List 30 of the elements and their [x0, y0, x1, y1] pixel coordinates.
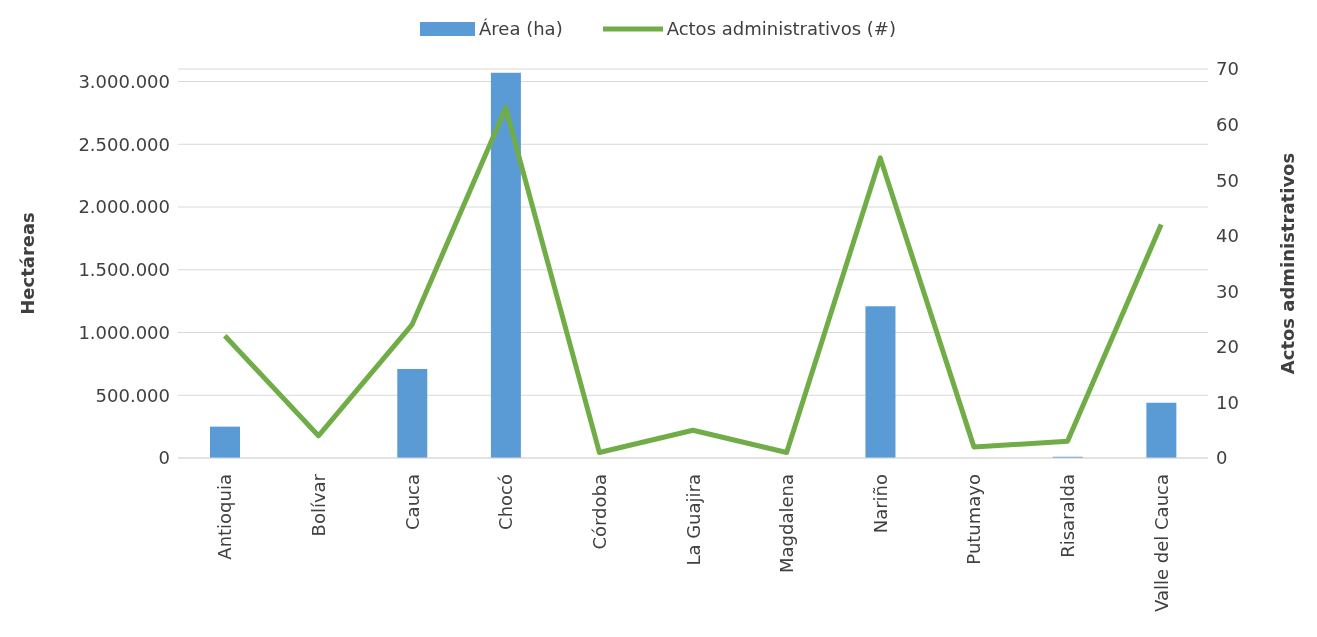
y2-tick-label: 50: [1216, 169, 1239, 191]
y2-tick-label: 0: [1216, 447, 1228, 469]
x-tick-label: Antioquia: [214, 474, 236, 560]
y2-tick-label: 30: [1216, 280, 1239, 302]
y-axis-title: Hectáreas: [17, 212, 39, 315]
y2-tick-label: 20: [1216, 336, 1239, 358]
legend-label: Actos administrativos (#): [665, 18, 896, 39]
x-tick-label: Nariño: [869, 474, 891, 534]
x-tick-label: Risaralda: [1057, 474, 1079, 558]
y-tick-label: 1.000.000: [78, 321, 170, 343]
y2-tick-label: 40: [1216, 225, 1239, 247]
y-tick-label: 0: [158, 447, 170, 469]
x-tick-label: Córdoba: [588, 474, 610, 550]
y2-axis-title: Actos administrativos: [1277, 152, 1299, 375]
y-tick-label: 2.000.000: [78, 196, 170, 218]
legend-label: Área (ha): [478, 18, 563, 39]
x-tick-label: Bolívar: [307, 473, 329, 537]
x-tick-label: La Guajira: [682, 474, 704, 566]
y-tick-label: 500.000: [95, 384, 170, 406]
y2-tick-label: 10: [1216, 391, 1239, 413]
y-tick-label: 1.500.000: [78, 259, 170, 281]
y2-tick-label: 60: [1216, 113, 1239, 135]
y-tick-label: 2.500.000: [78, 133, 170, 155]
y-tick-label: 3.000.000: [78, 70, 170, 92]
x-tick-label: Valle del Cauca: [1150, 474, 1172, 612]
x-tick-label: Cauca: [401, 474, 423, 530]
x-tick-label: Putumayo: [963, 474, 985, 565]
y2-tick-label: 70: [1216, 58, 1239, 80]
x-tick-label: Chocó: [495, 474, 517, 530]
x-tick-label: Magdalena: [776, 474, 798, 573]
